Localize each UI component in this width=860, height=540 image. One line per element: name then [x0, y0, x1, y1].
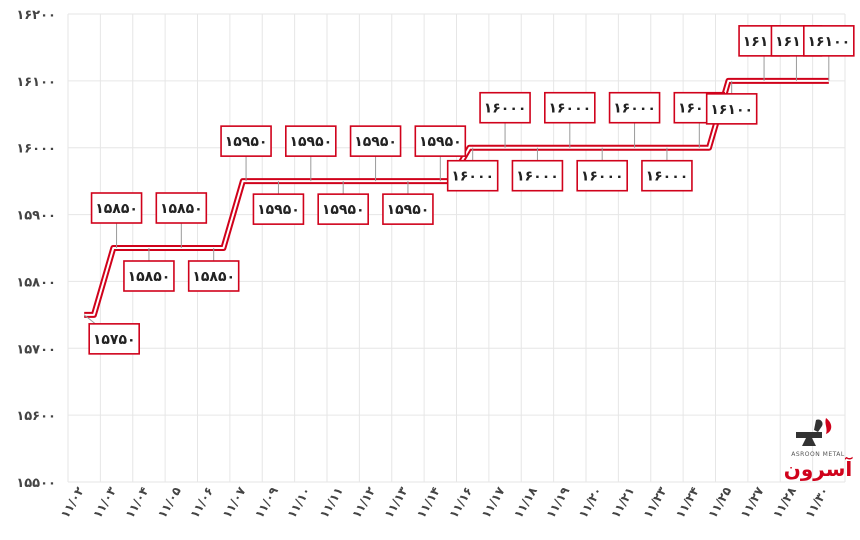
data-label: ۱۵۷۵۰ — [93, 332, 136, 348]
figure-icon — [814, 419, 823, 432]
data-label: ۱۵۸۵۰ — [95, 201, 138, 217]
data-label: ۱۵۹۵۰ — [322, 202, 365, 218]
y-axis-ticks: ۱۵۵۰۰ ۱۵۶۰۰ ۱۵۷۰۰ ۱۵۸۰۰ ۱۵۹۰۰ ۱۶۰۰۰ ۱۶۱۰۰ ۱۶۲۰۰ — [16, 8, 56, 491]
series-line-inner — [84, 79, 829, 316]
x-tick-label: ۱۱/۱۸ — [511, 484, 540, 521]
x-tick-label: ۱۱/۱۱ — [317, 485, 346, 521]
data-label: ۱۶۰۰۰ — [484, 101, 527, 117]
asroon-logo: ASROON METAL آسرون — [784, 418, 854, 481]
data-labels: ۱۵۷۵۰ ۱۵۸۵۰ ۱۵۸۵۰ ۱۵۸۵۰ ۱۵۸۵۰ ۱۵۹۵۰ ۱۵۹۵۰ ۱۵۹۵۰… — [83, 25, 855, 355]
y-tick-label: ۱۵۸۰۰ — [16, 275, 56, 290]
data-label: ۱۵۹۵۰ — [419, 134, 462, 150]
y-tick-label: ۱۵۵۰۰ — [16, 476, 56, 491]
x-tick-label: ۱۱/۰۹ — [252, 484, 281, 521]
data-label: ۱۵۸۵۰ — [192, 269, 235, 285]
data-label: ۱۵۹۵۰ — [225, 134, 268, 150]
x-tick-label: ۱۱/۲۱ — [608, 485, 637, 521]
anvil-icon — [796, 432, 822, 446]
logo-wordmark: آسرون — [784, 456, 854, 481]
x-tick-label: ۱۱/۰۲ — [58, 484, 87, 521]
data-label: ۱۵۹۵۰ — [257, 202, 300, 218]
data-label-box — [187, 260, 240, 292]
y-tick-label: ۱۵۶۰۰ — [16, 409, 56, 424]
y-tick-label: ۱۵۹۰۰ — [16, 209, 56, 224]
flame-icon — [825, 418, 832, 434]
data-label: ۱۶۱۰۰ — [710, 102, 753, 118]
y-tick-label: ۱۶۲۰۰ — [16, 8, 56, 23]
data-label-box — [544, 91, 596, 124]
data-label: ۱۵۸۵۰ — [160, 201, 203, 217]
x-tick-label: ۱۱/۱۹ — [543, 484, 572, 521]
logo-subtitle: ASROON METAL — [791, 451, 845, 458]
data-label-box — [576, 159, 628, 192]
data-label-box — [705, 93, 758, 125]
x-axis-ticks: ۱۱/۰۲ ۱۱/۰۳ ۱۱/۰۴ ۱۱/۰۵ ۱۱/۰۶ ۱۱/۰۷ ۱۱/۰۹ ۱۱/۱۰… — [58, 484, 832, 521]
data-label-box — [285, 125, 337, 157]
data-label-box — [252, 193, 305, 225]
data-label-box — [90, 192, 143, 224]
y-tick-label: ۱۵۷۰۰ — [16, 342, 56, 357]
y-tick-label: ۱۶۰۰۰ — [16, 142, 56, 157]
x-tick-label: ۱۱/۲۰ — [576, 485, 605, 521]
x-tick-label: ۱۱/۲۵ — [705, 485, 734, 521]
x-tick-label: ۱۱/۰۳ — [90, 484, 119, 521]
data-label: ۱۵۹۵۰ — [354, 134, 397, 150]
data-label-box — [123, 260, 175, 292]
data-label: ۱۵۹۵۰ — [387, 202, 430, 218]
data-label-box — [220, 125, 272, 157]
x-tick-label: ۱۱/۰۵ — [155, 485, 184, 521]
x-tick-label: ۱۱/۲۸ — [770, 484, 799, 521]
data-label-box — [511, 159, 564, 192]
data-label: ۱۶۰۰۰ — [451, 169, 494, 185]
data-label-box — [155, 192, 208, 224]
x-tick-label: ۱۱/۰۷ — [220, 484, 249, 521]
x-tick-label: ۱۱/۲۷ — [738, 484, 767, 521]
data-label: ۱۶۰۰۰ — [548, 101, 591, 117]
data-label: ۱۶۰۰۰ — [646, 169, 689, 185]
data-label-box — [641, 159, 693, 192]
data-label-box — [479, 91, 531, 124]
x-tick-label: ۱۱/۱۲ — [349, 484, 378, 521]
data-label-box — [317, 193, 369, 225]
x-tick-label: ۱۱/۰۶ — [187, 485, 216, 521]
data-label: ۱۶۰۰۰ — [581, 169, 624, 185]
data-label-box — [349, 125, 402, 157]
data-label: ۱۶۰۰۰ — [516, 169, 559, 185]
x-tick-label: ۱۱/۱۴ — [414, 485, 443, 521]
price-series — [84, 77, 829, 318]
x-tick-label: ۱۱/۱۳ — [382, 484, 411, 521]
data-label-box — [382, 193, 434, 225]
data-label-box — [88, 323, 140, 355]
data-label: ۱۵۹۵۰ — [289, 134, 332, 150]
data-label: ۱۵۸۵۰ — [128, 269, 171, 285]
data-label: ۱۶۱۰۰ — [807, 34, 850, 50]
data-label-box — [608, 91, 661, 124]
data-label-box — [803, 25, 855, 57]
y-tick-label: ۱۶۱۰۰ — [16, 75, 56, 90]
data-label-box — [446, 159, 499, 192]
x-tick-label: ۱۱/۲۴ — [673, 485, 702, 521]
x-tick-label: ۱۱/۱۶ — [446, 485, 475, 521]
x-tick-label: ۱۱/۳۰ — [802, 485, 831, 521]
x-tick-label: ۱۱/۱۷ — [479, 484, 508, 521]
x-tick-label: ۱۱/۱۰ — [284, 485, 313, 521]
x-tick-label: ۱۱/۲۳ — [641, 484, 670, 521]
x-tick-label: ۱۱/۰۴ — [123, 485, 152, 521]
data-label-box — [414, 125, 467, 157]
data-label: ۱۶۰۰۰ — [613, 101, 656, 117]
